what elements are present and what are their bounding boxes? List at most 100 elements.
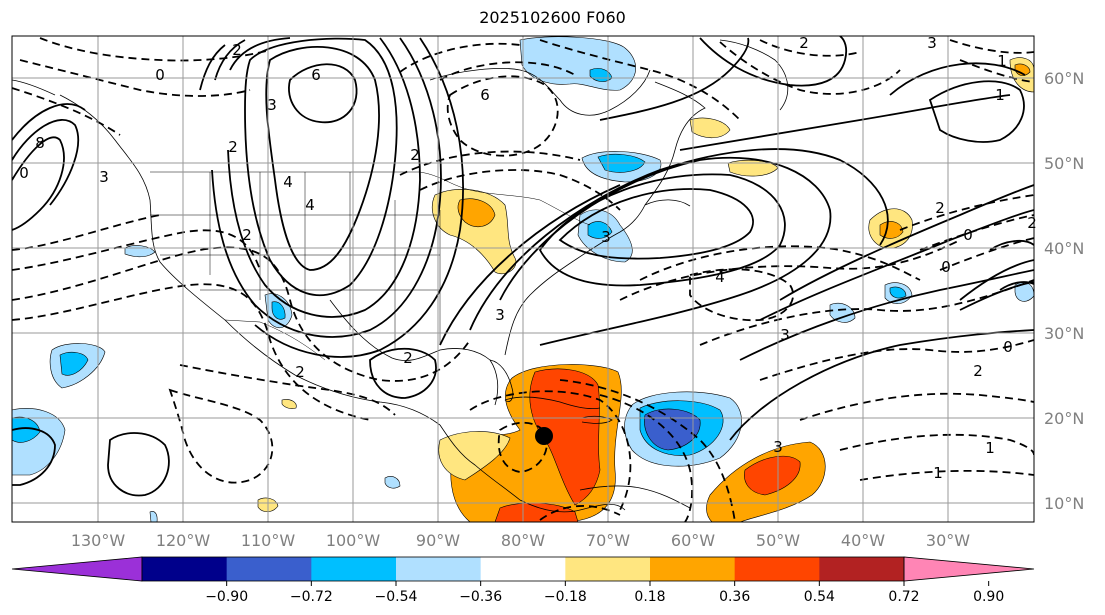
contour-label: 2 [295,363,305,381]
coast-south-america [579,485,691,509]
contour-label: 3 [99,168,109,186]
coast-florida [489,359,514,403]
contour-label: 2 [799,34,809,52]
coast-cuba [504,396,601,410]
contour-dashed [719,41,901,95]
border-states-1 [209,172,441,350]
colorbar-segment [396,557,482,581]
lat-tick-label: 10°N [1044,494,1084,513]
colorbar-tick-label: −0.36 [459,589,502,605]
contour-label: 8 [35,134,45,152]
contour-label: 3 [927,34,937,52]
colorbar-segment [819,557,905,581]
latitude-labels: 60°N 50°N 40°N 30°N 20°N 10°N [1044,69,1084,513]
coast-alaska [12,79,56,96]
contour-dashed [619,239,961,301]
colorbar-tick-labels: −0.90 −0.72 −0.54 −0.36 −0.18 0.18 0.36 0.54 0.7… [205,581,1004,605]
contour-label: 4 [283,173,293,191]
contour-label: 0 [155,66,165,84]
contour-label: 2 [973,362,983,380]
shade-atlantic-blue [644,408,701,451]
contour-dashed [446,75,559,157]
shade-mexico-cyan [271,301,286,320]
lon-tick-label: 120°W [156,531,211,550]
shade-mid-blue [829,302,856,323]
contour-label: 2 [232,41,242,59]
lon-tick-label: 80°W [501,531,545,550]
contour-label: 2 [242,226,252,244]
contour-dashed [469,390,632,511]
lat-tick-label: 20°N [1044,409,1084,428]
contour-label: 0 [963,226,973,244]
contour-label: 6 [311,66,321,84]
contour-dashed [919,214,1034,251]
contour-solid [12,427,56,486]
coast-hispaniola [581,415,613,424]
contour-label: 6 [480,86,490,104]
contour-solid [369,347,437,399]
contour-label: 3 [780,326,790,344]
contour-solid [558,188,754,260]
contour-solid [679,94,1011,151]
contour-label: 1 [997,52,1007,70]
lon-tick-label: 110°W [241,531,296,550]
contour-dashed [799,392,1034,421]
shade-ne-cyan [587,221,613,239]
coast-west [59,94,441,426]
map-frame [11,35,1035,523]
colorbar-tick-label: 0.36 [719,589,750,605]
shaded-fields [12,36,1034,522]
colorbar-tick-label: −0.18 [544,589,587,605]
coast-central-america [439,424,626,513]
contour-label: 3 [601,228,611,246]
contour-solid [999,281,1034,291]
colorbar-tick-label: −0.90 [205,589,248,605]
lon-tick-label: 90°W [416,531,460,550]
colorbar-segment [311,557,397,581]
colorbar-segment [480,557,566,581]
contour-label: 1 [995,86,1005,104]
contour-solid [107,432,170,497]
lon-tick-label: 60°W [671,531,715,550]
contour-dashed [39,37,271,62]
contour-solid [244,37,398,297]
contour-label: 1 [985,439,995,457]
colorbar-tick-label: 0.54 [804,589,835,605]
longitude-labels: 130°W 120°W 110°W 100°W 90°W 80°W 70°W 60°W 50°W… [71,531,970,550]
colorbar-tick-label: −0.72 [290,589,333,605]
contour-dashed [899,194,1034,231]
lon-tick-label: 100°W [326,531,381,550]
contour-label: 4 [715,268,725,286]
contour-solid [288,63,358,124]
contour-dashed [839,433,1034,456]
contour-label: 4 [305,196,315,214]
lat-tick-label: 60°N [1044,69,1084,88]
shade-gulf-yellow [281,399,297,409]
contour-dashed [699,279,1034,346]
contour-label: 3 [495,306,505,324]
contour-solid [889,62,1026,96]
contour-dashed [399,42,521,73]
colorbar-segment [565,557,651,581]
contour-label: 1 [933,464,943,482]
lat-tick-label: 50°N [1044,154,1084,173]
contour-dashed [959,59,1034,83]
contour-solid [12,119,80,206]
border-states-2 [150,214,440,291]
contour-dashed [689,268,795,322]
contour-label: 2 [410,146,420,164]
contour-solid [499,156,832,346]
shade-labrador-yellow [689,117,731,139]
contour-solid [265,45,380,271]
contour-label: 3 [267,96,277,114]
contour-solid [12,103,86,141]
contour-label: 2 [403,349,413,367]
border-us-mexico [224,319,326,361]
contour-dashed [179,364,396,416]
coast-canada-east [644,81,706,206]
contour-label: 2 [935,199,945,217]
contour-dashed [759,39,861,57]
lon-tick-label: 70°W [586,531,630,550]
